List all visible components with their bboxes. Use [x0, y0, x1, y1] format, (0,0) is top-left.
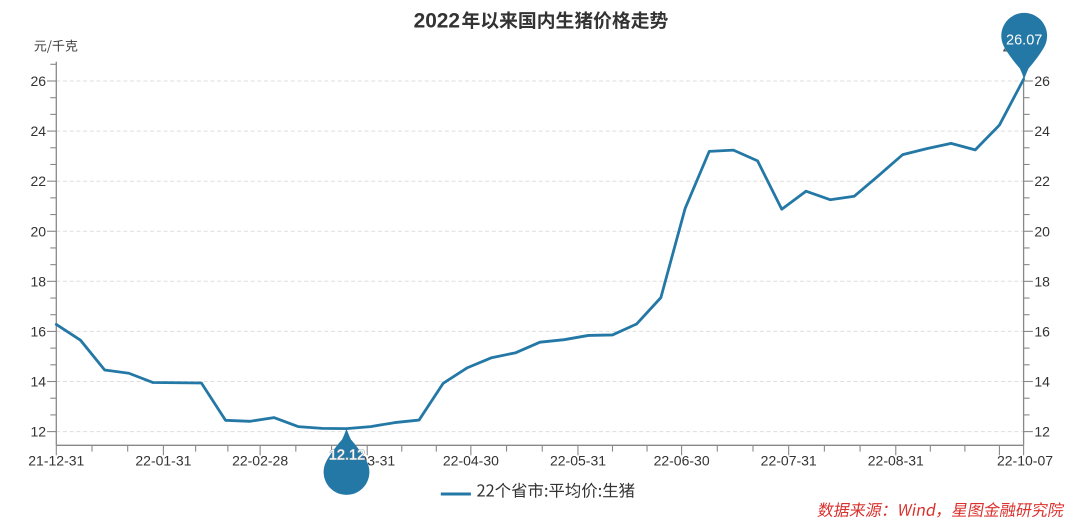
svg-text:12: 12	[31, 424, 47, 440]
svg-text:22-08-31: 22-08-31	[868, 453, 924, 469]
svg-text:12.12: 12.12	[329, 448, 365, 464]
svg-text:22-05-31: 22-05-31	[550, 453, 606, 469]
svg-text:26.07: 26.07	[1006, 33, 1042, 49]
svg-text:16: 16	[1034, 323, 1050, 339]
svg-text:20: 20	[1034, 223, 1050, 239]
svg-text:16: 16	[31, 323, 47, 339]
svg-text:26: 26	[31, 73, 47, 89]
svg-text:2022: 2022	[414, 9, 460, 32]
svg-text:18: 18	[31, 273, 47, 289]
svg-text:26: 26	[1034, 73, 1050, 89]
svg-text:22-06-30: 22-06-30	[654, 453, 710, 469]
svg-text:12: 12	[1034, 424, 1050, 440]
svg-text:24: 24	[31, 123, 47, 139]
svg-text:22: 22	[31, 173, 47, 189]
svg-text:22-07-31: 22-07-31	[761, 453, 817, 469]
svg-text:22-10-07: 22-10-07	[997, 453, 1053, 469]
svg-text:22-01-31: 22-01-31	[135, 453, 191, 469]
svg-text:22-04-30: 22-04-30	[443, 453, 499, 469]
svg-text:22-02-28: 22-02-28	[232, 453, 288, 469]
svg-text:24: 24	[1034, 123, 1050, 139]
svg-text:21-12-31: 21-12-31	[28, 453, 84, 469]
svg-text:20: 20	[31, 223, 47, 239]
svg-text:14: 14	[1034, 374, 1050, 390]
svg-text:18: 18	[1034, 273, 1050, 289]
svg-text:14: 14	[31, 374, 47, 390]
svg-text:22: 22	[1034, 173, 1050, 189]
